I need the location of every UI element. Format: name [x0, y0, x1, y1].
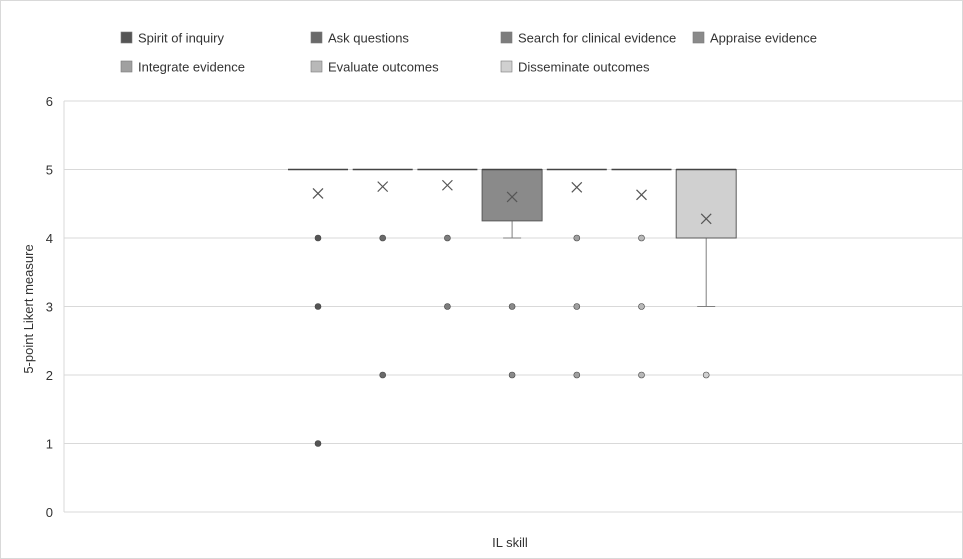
- legend-label: Appraise evidence: [710, 31, 817, 46]
- box-series: [288, 168, 348, 447]
- outlier-point: [508, 303, 516, 310]
- outlier-point: [638, 303, 645, 310]
- mean-marker-stroke: [506, 191, 518, 203]
- box-body: [481, 169, 543, 222]
- box-body: [675, 169, 737, 239]
- y-axis-ticks: 0 1 2 3 4 5 6: [46, 94, 53, 520]
- legend-swatch: [310, 60, 323, 73]
- legend-label: Disseminate outcomes: [518, 60, 650, 75]
- outlier-point: [314, 234, 322, 242]
- legend-label: Search for clinical evidence: [518, 31, 676, 46]
- y-tick-label: 3: [46, 300, 53, 315]
- mean-marker: [441, 179, 453, 191]
- legend-swatch: [500, 60, 513, 73]
- box-series: [417, 168, 478, 310]
- y-axis-title: 5-point Likert measure: [21, 244, 36, 373]
- y-tick-label: 1: [46, 437, 53, 452]
- legend-label: Spirit of inquiry: [138, 31, 224, 46]
- box-series: [352, 168, 413, 379]
- outlier-point: [508, 371, 516, 379]
- box-series: [481, 168, 543, 379]
- y-tick-label: 5: [46, 163, 53, 178]
- outlier-point: [573, 234, 581, 242]
- mean-marker-stroke: [312, 188, 324, 199]
- y-tick-label: 6: [46, 94, 53, 109]
- mean-marker: [312, 188, 324, 199]
- y-tick-label: 2: [46, 368, 53, 383]
- y-tick-label: 4: [46, 231, 53, 246]
- outlier-point: [379, 371, 387, 379]
- legend-label: Evaluate outcomes: [328, 60, 439, 75]
- box-series: [675, 168, 737, 379]
- legend-swatch: [120, 60, 133, 73]
- mean-marker: [571, 181, 583, 193]
- outlier-point: [314, 303, 322, 310]
- legend-swatch: [692, 31, 705, 44]
- mean-marker-stroke: [377, 181, 389, 193]
- outlier-point: [444, 234, 451, 242]
- mean-marker: [636, 189, 647, 201]
- mean-marker: [700, 213, 712, 225]
- outlier-point: [314, 440, 322, 447]
- box-series: [611, 168, 672, 379]
- outlier-point: [444, 303, 451, 310]
- outlier-point: [379, 234, 387, 242]
- outlier-point: [638, 371, 645, 379]
- legend: Spirit of inquiry Ask questions Search for…: [120, 31, 817, 75]
- legend-label: Ask questions: [328, 31, 409, 46]
- mean-marker-stroke: [700, 213, 712, 225]
- legend-swatch: [310, 31, 323, 44]
- box-series: [546, 168, 607, 379]
- outlier-point: [573, 303, 581, 310]
- mean-marker: [506, 191, 518, 203]
- mean-marker-stroke: [636, 189, 647, 201]
- outlier-point: [702, 371, 710, 379]
- legend-swatch: [120, 31, 133, 44]
- outlier-point: [573, 371, 581, 379]
- outlier-point: [638, 234, 645, 242]
- x-axis-title: IL skill: [492, 535, 528, 550]
- mean-marker-stroke: [441, 179, 453, 191]
- legend-label: Integrate evidence: [138, 60, 245, 75]
- plot-area: [288, 168, 737, 447]
- y-tick-label: 0: [46, 505, 53, 520]
- legend-swatch: [500, 31, 513, 44]
- mean-marker-stroke: [571, 181, 583, 193]
- mean-marker: [377, 181, 389, 193]
